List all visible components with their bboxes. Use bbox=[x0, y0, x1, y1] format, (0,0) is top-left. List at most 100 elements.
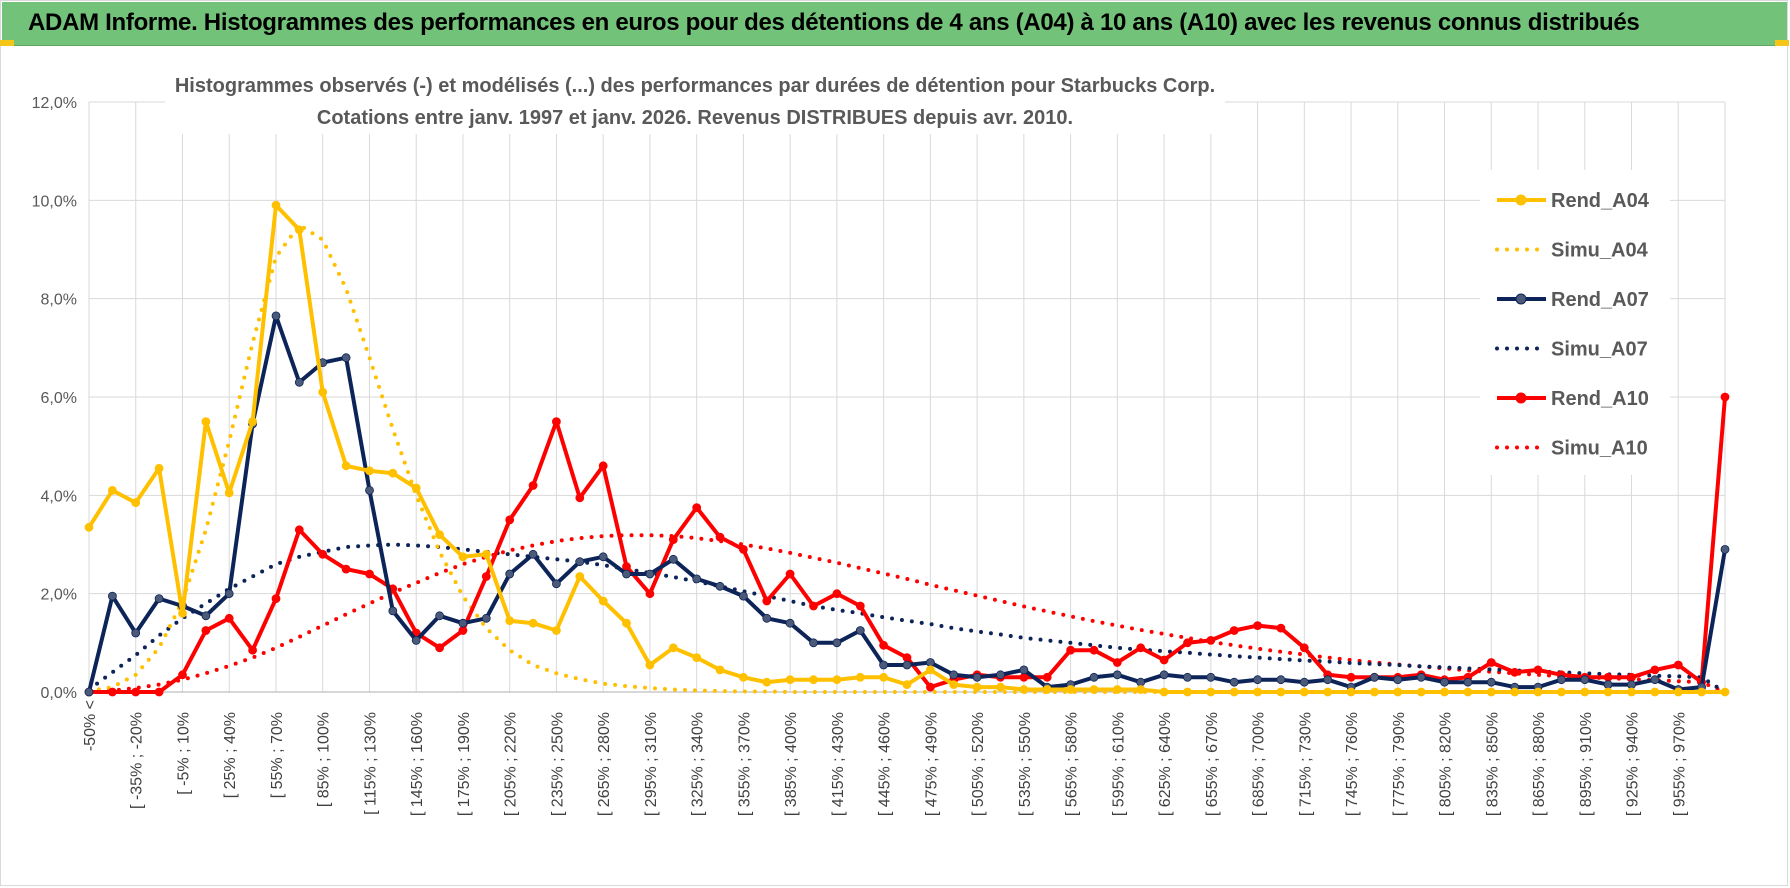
y-tick-label: 12,0% bbox=[32, 95, 77, 112]
point-rend_a10 bbox=[1019, 672, 1029, 682]
point-rend_a07 bbox=[1206, 672, 1216, 682]
point-rend_a10 bbox=[458, 626, 468, 635]
point-rend_a04 bbox=[505, 616, 515, 626]
point-rend_a04 bbox=[131, 498, 141, 508]
point-rend_a07 bbox=[575, 557, 585, 567]
point-rend_a04 bbox=[1183, 687, 1192, 697]
point-rend_a10 bbox=[131, 687, 141, 697]
point-rend_a10 bbox=[1112, 658, 1122, 667]
point-rend_a04 bbox=[1393, 687, 1403, 697]
point-rend_a07 bbox=[131, 628, 141, 638]
point-rend_a04 bbox=[785, 675, 795, 685]
x-tick-label: [ 235% ; 250% bbox=[549, 712, 566, 816]
point-rend_a04 bbox=[1089, 685, 1099, 694]
point-rend_a04 bbox=[1229, 687, 1239, 697]
point-rend_a04 bbox=[1627, 687, 1636, 697]
legend-label-simu_a10: Simu_A10 bbox=[1551, 438, 1648, 460]
point-rend_a07 bbox=[341, 353, 351, 363]
point-rend_a07 bbox=[1370, 672, 1379, 682]
point-rend_a07 bbox=[1276, 675, 1286, 685]
point-rend_a04 bbox=[622, 618, 631, 628]
point-rend_a10 bbox=[598, 461, 608, 471]
point-rend_a04 bbox=[271, 200, 281, 210]
point-rend_a07 bbox=[809, 638, 818, 648]
legend-marker-rend_a07 bbox=[1515, 293, 1527, 305]
point-rend_a10 bbox=[1159, 655, 1169, 665]
point-rend_a10 bbox=[154, 687, 164, 697]
point-rend_a07 bbox=[411, 636, 421, 645]
series-line-simu_a10 bbox=[87, 533, 1727, 694]
point-rend_a07 bbox=[271, 311, 281, 321]
x-tick-label: [ 775% ; 790% bbox=[1391, 712, 1408, 816]
x-tick-label: [ 475% ; 490% bbox=[923, 712, 940, 816]
point-rend_a10 bbox=[552, 417, 561, 427]
point-rend_a10 bbox=[926, 682, 935, 692]
legend-label-rend_a10: Rend_A10 bbox=[1551, 388, 1649, 410]
grid-lines bbox=[88, 101, 1726, 693]
x-tick-label: [ 865% ; 880% bbox=[1531, 712, 1548, 816]
point-rend_a07 bbox=[1183, 672, 1192, 682]
point-rend_a07 bbox=[879, 660, 888, 670]
x-tick-label: [ 595% ; 610% bbox=[1110, 712, 1127, 816]
point-rend_a07 bbox=[1557, 675, 1566, 685]
point-rend_a10 bbox=[294, 525, 304, 535]
point-rend_a10 bbox=[622, 562, 631, 571]
x-tick-label: [ 115% ; 130% bbox=[362, 712, 379, 815]
point-rend_a04 bbox=[1533, 687, 1543, 697]
point-rend_a07 bbox=[1720, 545, 1730, 554]
point-rend_a07 bbox=[785, 618, 795, 628]
x-tick-label: [ 415% ; 430% bbox=[830, 712, 847, 816]
x-tick-label: [ 325% ; 340% bbox=[690, 712, 707, 816]
point-rend_a10 bbox=[668, 535, 678, 544]
x-tick-label: [ 565% ; 580% bbox=[1064, 712, 1081, 816]
point-rend_a04 bbox=[855, 672, 865, 682]
point-rend_a04 bbox=[552, 626, 561, 635]
point-rend_a04 bbox=[1650, 687, 1660, 697]
point-rend_a04 bbox=[1463, 687, 1473, 697]
point-rend_a07 bbox=[1440, 677, 1449, 687]
point-rend_a10 bbox=[692, 503, 702, 513]
point-rend_a10 bbox=[435, 643, 445, 653]
x-tick-label: [ -5% ; 10% bbox=[175, 712, 192, 795]
point-rend_a04 bbox=[1673, 687, 1683, 697]
point-rend_a07 bbox=[1019, 665, 1029, 675]
point-rend_a04 bbox=[341, 461, 351, 471]
point-rend_a10 bbox=[1042, 672, 1052, 682]
legend-marker-rend_a10 bbox=[1515, 392, 1527, 404]
point-rend_a07 bbox=[1159, 670, 1169, 680]
point-rend_a07 bbox=[154, 594, 164, 603]
point-rend_a04 bbox=[388, 468, 398, 478]
x-tick-label: [ 385% ; 400% bbox=[783, 712, 800, 816]
point-rend_a07 bbox=[1486, 677, 1496, 687]
x-tick-label: [ 625% ; 640% bbox=[1157, 712, 1174, 816]
point-rend_a04 bbox=[1440, 687, 1449, 697]
x-tick-label: [ 505% ; 520% bbox=[970, 712, 987, 816]
legend: Rend_A04 Simu_A04 Rend_A07 Simu_A07 Rend_A10… bbox=[1495, 190, 1650, 460]
y-axis: 0,0% 2,0% 4,0% 6,0% 8,0% 10,0% 12,0% bbox=[32, 95, 77, 702]
point-rend_a04 bbox=[318, 387, 328, 397]
x-tick-label: [ 895% ; 910% bbox=[1578, 712, 1595, 816]
point-rend_a10 bbox=[224, 613, 234, 623]
legend-label-rend_a04: Rend_A04 bbox=[1551, 190, 1650, 212]
point-rend_a07 bbox=[1416, 672, 1426, 682]
x-tick-label: [ 655% ; 670% bbox=[1204, 712, 1221, 816]
point-rend_a10 bbox=[1276, 623, 1286, 633]
point-rend_a07 bbox=[388, 606, 398, 616]
series-line-rend_a07 bbox=[87, 313, 1727, 693]
point-rend_a10 bbox=[902, 653, 912, 662]
point-rend_a10 bbox=[1136, 643, 1146, 653]
x-tick-label: [ 715% ; 730% bbox=[1297, 712, 1314, 816]
title-backdrop bbox=[165, 64, 1225, 134]
point-rend_a04 bbox=[201, 417, 211, 427]
point-rend_a04 bbox=[926, 665, 935, 675]
point-rend_a04 bbox=[996, 682, 1005, 692]
point-rend_a10 bbox=[1206, 636, 1216, 645]
point-rend_a07 bbox=[926, 658, 935, 667]
point-rend_a04 bbox=[1253, 687, 1262, 697]
point-rend_a04 bbox=[1323, 687, 1333, 697]
point-rend_a07 bbox=[1650, 675, 1660, 685]
point-rend_a07 bbox=[996, 670, 1005, 680]
point-rend_a07 bbox=[1229, 677, 1239, 687]
y-tick-label: 10,0% bbox=[32, 193, 77, 210]
